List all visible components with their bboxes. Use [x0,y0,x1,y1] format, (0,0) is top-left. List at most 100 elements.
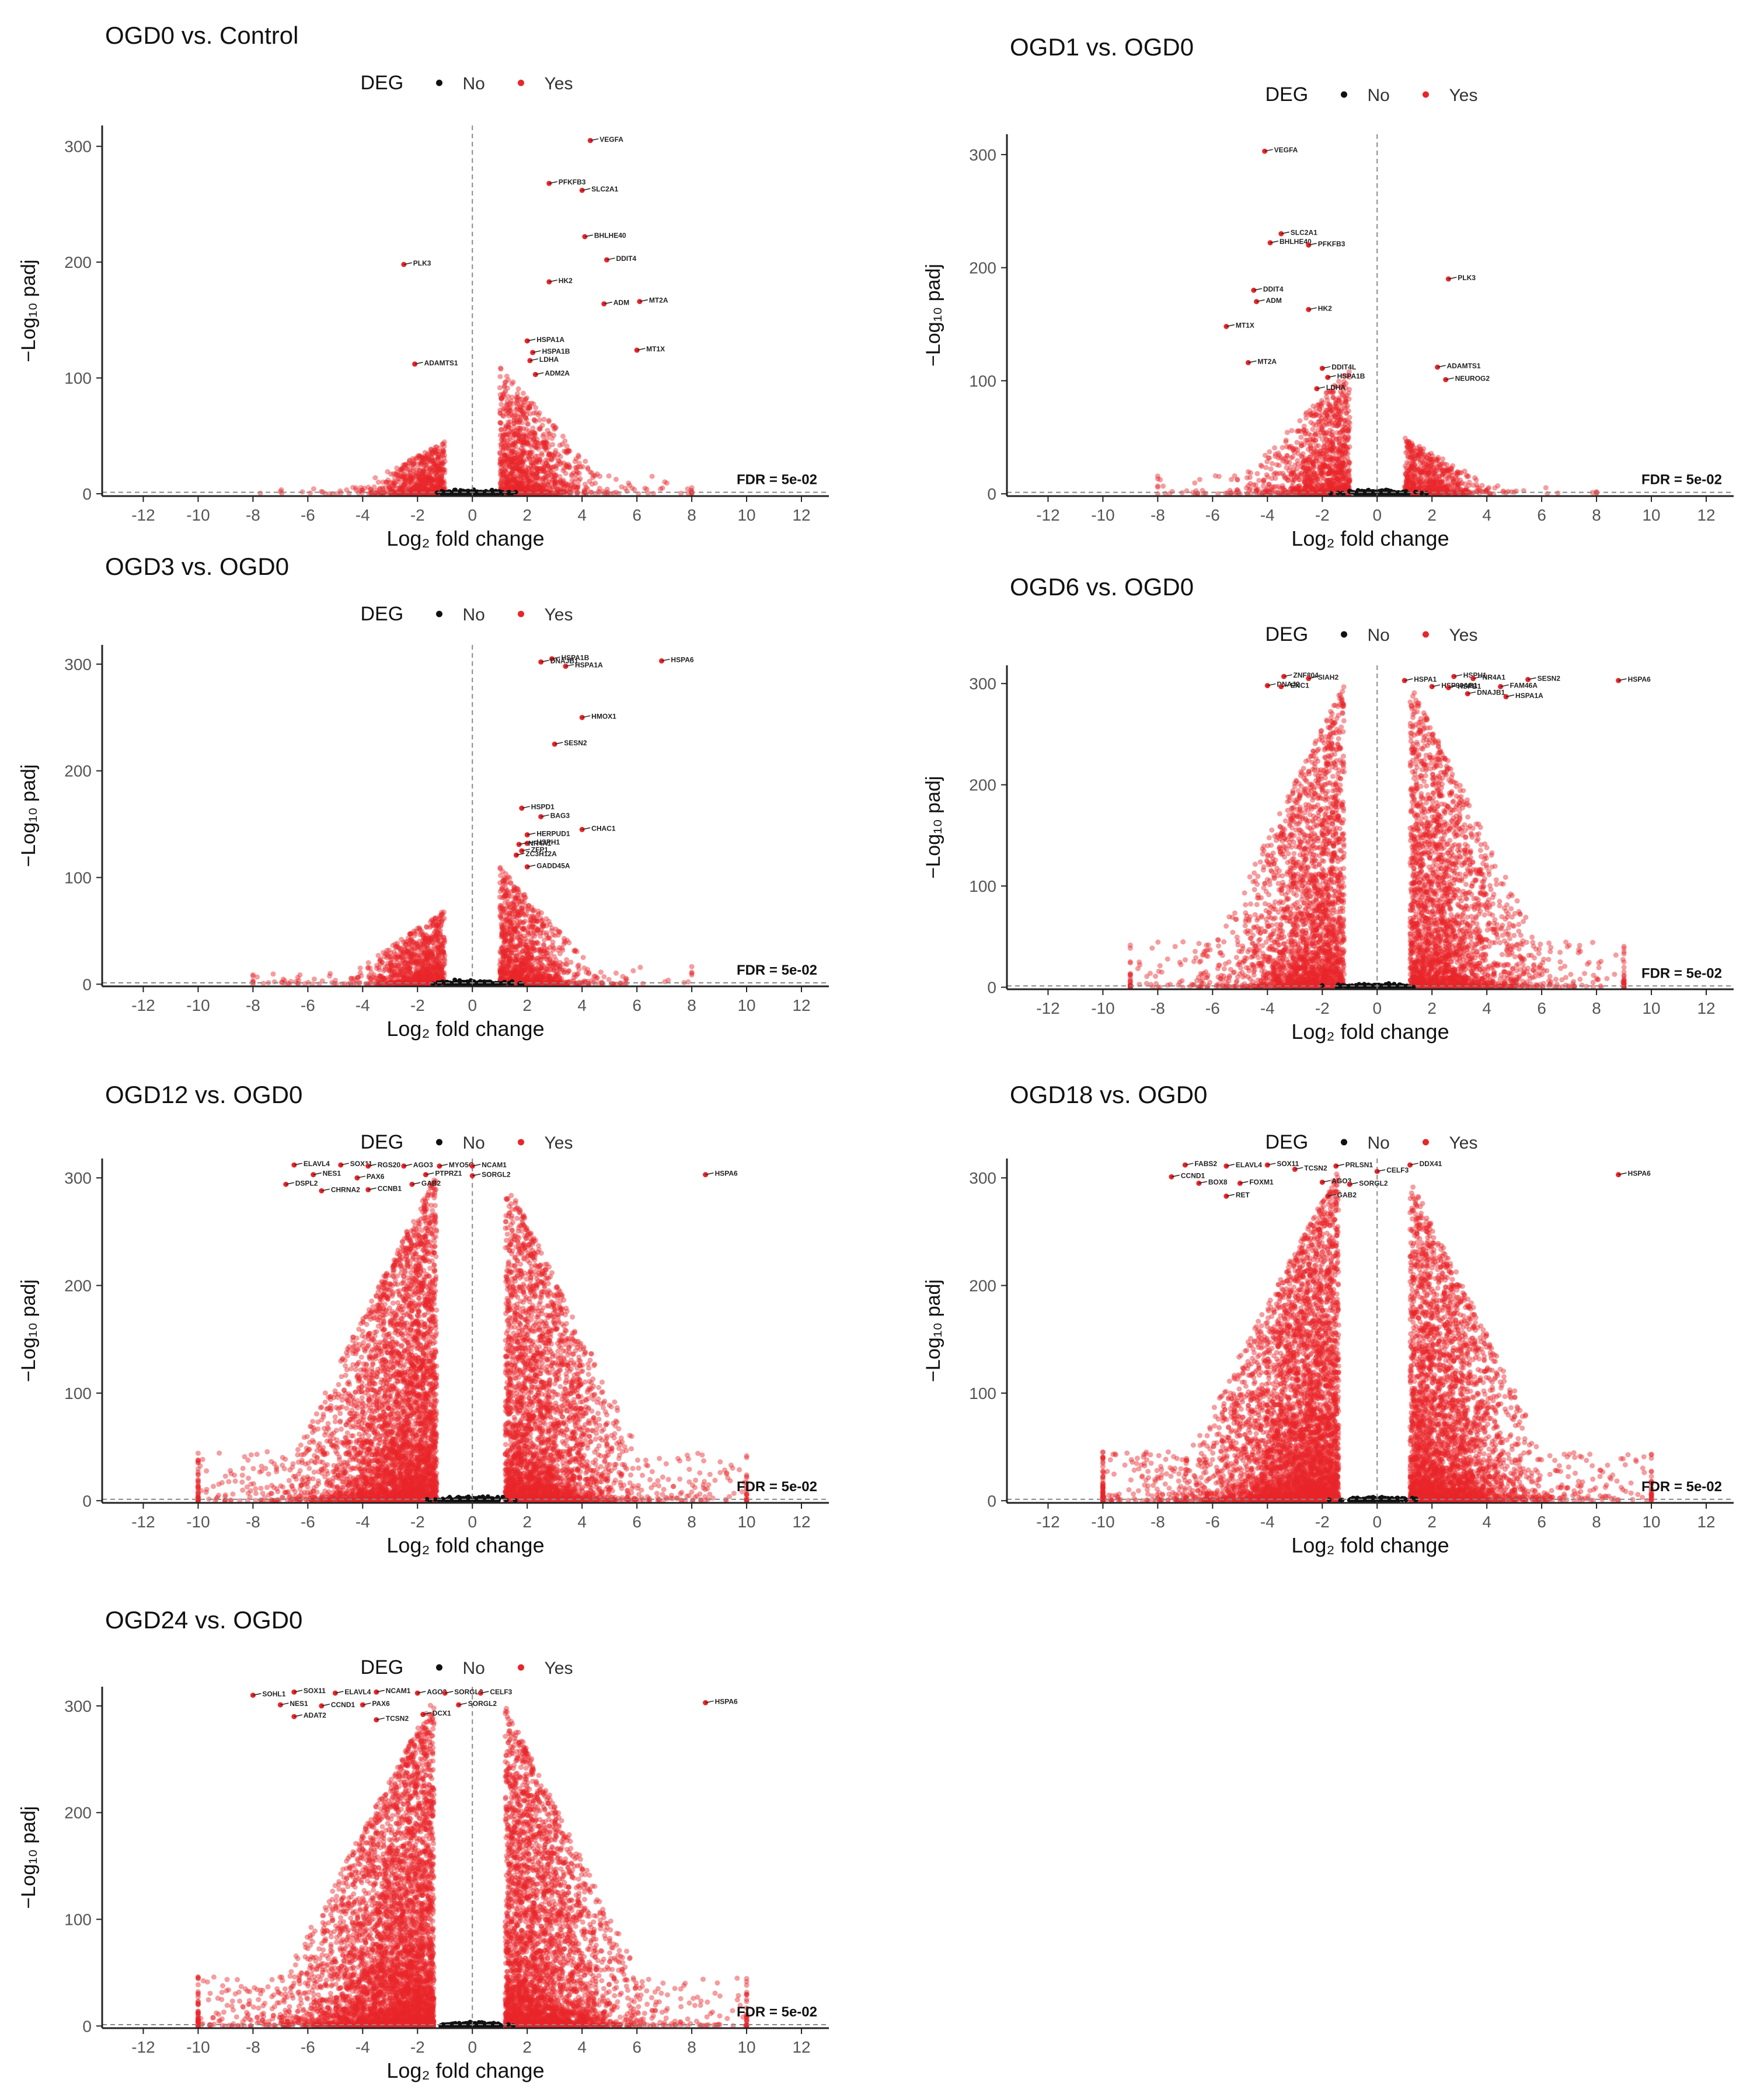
deg-yes-point [575,490,580,496]
x-tick-label: -4 [355,506,370,524]
deg-yes-point [362,486,367,491]
deg-yes-point [522,397,528,403]
deg-yes-point [527,466,532,472]
deg-yes-point [535,467,540,472]
deg-yes-point [583,459,588,464]
deg-yes-point [1443,476,1448,481]
deg-yes-point [1297,418,1302,424]
legend-title: DEG [1266,83,1309,106]
deg-yes-point [576,478,581,483]
x-tick-label: -12 [131,506,155,524]
deg-yes-point [658,486,663,491]
deg-yes-point [1403,463,1408,469]
deg-yes-point [1444,489,1449,494]
deg-yes-point [1413,452,1418,458]
deg-yes-point [1347,478,1352,483]
deg-yes-point [1268,466,1274,472]
deg-yes-point [1284,438,1289,443]
deg-yes-point [536,446,541,452]
deg-yes-point [1427,469,1432,474]
deg-yes-point [1303,416,1309,421]
deg-yes-point [529,449,535,455]
gene-label: BHLHE40 [594,232,626,240]
legend-dot-yes [1423,92,1429,98]
gene-label: SLC2A1 [591,185,618,193]
deg-yes-point [520,451,525,456]
deg-yes-point [543,458,549,463]
deg-yes-point [523,416,528,421]
deg-yes-point [319,489,324,494]
deg-yes-point [498,410,503,416]
deg-yes-point [1326,402,1331,407]
deg-yes-point [1298,435,1303,440]
deg-yes-point [595,472,600,477]
deg-yes-point [278,489,283,494]
legend-entry-no: No [1368,86,1390,105]
gene-label: ADAMTS1 [424,359,458,367]
deg-yes-point [1291,487,1296,492]
deg-yes-point [498,476,504,481]
deg-yes-point [541,440,546,445]
deg-yes-point [1555,490,1560,496]
deg-yes-point [498,456,503,462]
deg-yes-point [547,452,552,458]
deg-yes-point [1342,394,1347,399]
deg-yes-point [1160,484,1166,489]
deg-yes-point [564,464,569,469]
deg-yes-point [515,473,520,479]
deg-yes-point [1344,410,1350,416]
deg-yes-point [1337,422,1342,427]
deg-yes-point [573,465,578,470]
gene-label: HSPA1B [542,347,570,355]
deg-yes-point [497,451,503,456]
deg-yes-point [1263,453,1268,458]
x-tick-label: 10 [737,506,755,524]
deg-yes-point [1264,465,1269,470]
gene-label: ADM2A [545,369,570,378]
deg-yes-point [516,386,521,392]
deg-yes-point [1247,475,1253,480]
deg-yes-point [1203,491,1208,496]
deg-yes-point [531,437,536,442]
deg-yes-point [377,487,382,492]
deg-yes-point [1339,407,1344,412]
deg-yes-point [1432,481,1437,487]
deg-yes-point [549,458,555,463]
deg-yes-point [546,479,552,484]
deg-yes-point [1299,441,1304,446]
deg-yes-point [441,455,447,460]
deg-yes-point [1296,428,1302,434]
deg-yes-point [1320,400,1326,406]
deg-yes-point [553,483,558,488]
deg-yes-point [528,444,534,449]
deg-yes-point [560,434,566,439]
deg-yes-point [1320,475,1325,480]
deg-yes-point [1256,487,1261,492]
deg-yes-point [385,477,391,483]
deg-yes-point [650,474,655,479]
deg-yes-point [625,489,630,494]
deg-no-point [497,489,501,494]
deg-yes-point [407,459,412,464]
x-tick-label: 8 [687,506,696,524]
deg-yes-point [1341,448,1346,453]
deg-yes-point [506,474,511,479]
deg-yes-point [1418,450,1424,455]
deg-yes-point [511,435,516,440]
deg-yes-point [497,374,503,379]
deg-yes-point [1344,483,1350,489]
deg-yes-point [1338,430,1343,435]
deg-yes-point [308,490,313,496]
deg-yes-point [1331,435,1336,441]
deg-yes-point [518,468,524,473]
y-axis-label: −Log₁₀ padj [18,260,40,362]
deg-yes-point [498,472,503,477]
deg-yes-point [1255,471,1260,476]
deg-yes-point [1339,460,1344,465]
deg-yes-point [506,394,511,399]
deg-yes-point [1314,443,1319,448]
deg-yes-point [1261,483,1266,489]
deg-yes-point [356,490,361,496]
deg-yes-point [1284,453,1289,458]
deg-yes-point [525,422,531,427]
